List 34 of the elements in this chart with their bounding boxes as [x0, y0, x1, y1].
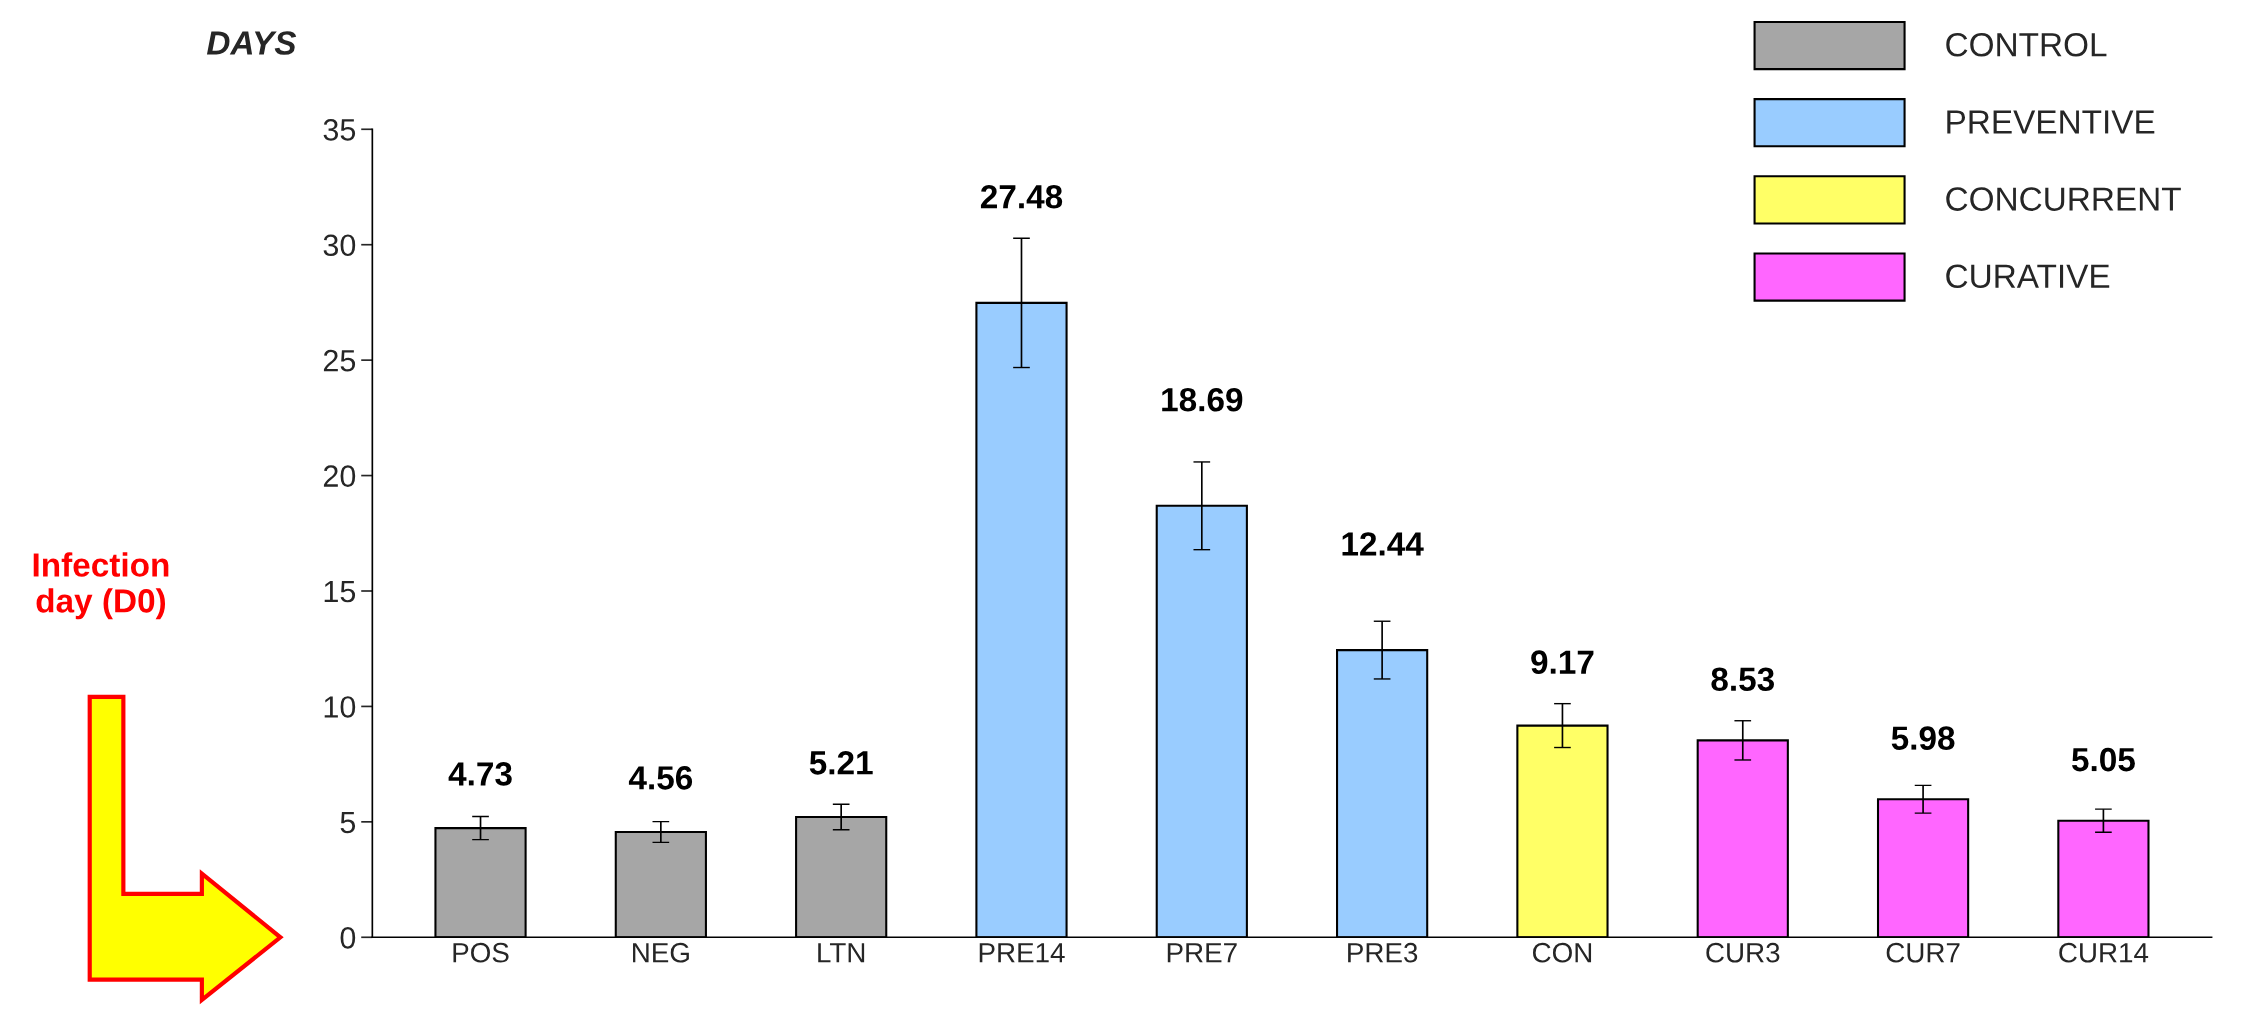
x-tick-label: PRE7: [1167, 943, 1237, 963]
x-tick-label: CON: [1532, 942, 1592, 963]
y-tick-label: 30: [323, 234, 356, 257]
data-label: 12.44: [1342, 532, 1424, 556]
data-label: 18.69: [1162, 387, 1243, 412]
text: Infection day (D0): [33, 552, 169, 620]
data-label: 5.05: [2072, 747, 2135, 772]
y-tick-label: 5: [340, 811, 356, 834]
legend-label: PREVENTIVE: [1947, 110, 2155, 134]
x-tick-label: POS: [453, 942, 509, 963]
x-tick-label: CUR14: [2059, 942, 2149, 963]
y-tick-label: 25: [323, 349, 356, 372]
x-tick-label: LTN: [818, 943, 865, 963]
y-axis-title: DAYS: [206, 31, 297, 55]
data-label: 5.98: [1891, 726, 1955, 750]
y-tick-label: 35: [323, 119, 356, 141]
data-label: 8.53: [1711, 667, 1774, 692]
data-label: 5.21: [809, 751, 873, 775]
data-label: 9.17: [1531, 650, 1594, 674]
y-tick-label: 15: [324, 581, 356, 603]
data-label: 4.73: [448, 762, 512, 786]
x-tick-label: CUR7: [1886, 942, 1960, 963]
x-tick-label: PRE14: [979, 943, 1065, 963]
y-tick-label: 0: [340, 927, 356, 949]
legend-label: CURATIVE: [1946, 264, 2110, 289]
x-tick-label: CUR3: [1706, 942, 1780, 963]
data-label: 4.56: [628, 766, 693, 790]
y-tick-label: 20: [323, 465, 356, 487]
legend-label: CONCURRENT: [1946, 187, 2181, 211]
legend-label: CONTROL: [1946, 32, 2107, 57]
data-label: 27.48: [980, 184, 1063, 209]
x-tick-label: NEG: [633, 942, 689, 963]
y-tick-label: 10: [324, 696, 356, 718]
x-tick-label: PRE3: [1348, 942, 1418, 963]
